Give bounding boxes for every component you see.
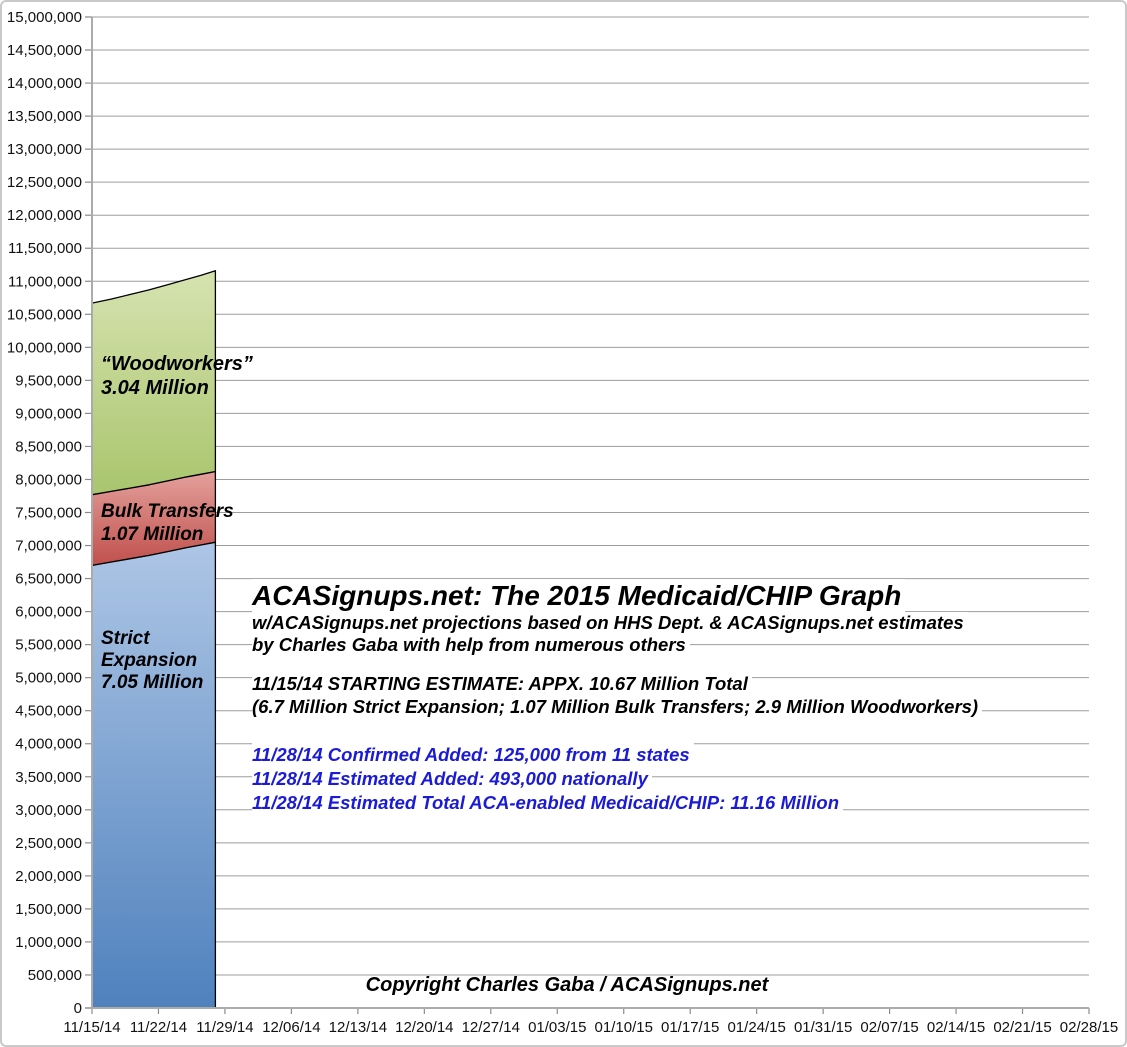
y-axis-tick-label: 500,000	[28, 967, 82, 984]
x-axis-tick-label: 01/10/15	[595, 1019, 653, 1036]
y-axis-tick-label: 14,500,000	[7, 42, 82, 59]
x-axis-tick-label: 01/17/15	[661, 1019, 719, 1036]
update-line-3: 11/28/14 Estimated Total ACA-enabled Med…	[252, 791, 844, 815]
y-axis-tick-label: 2,500,000	[15, 835, 82, 852]
x-axis-tick-label: 02/28/15	[1060, 1019, 1118, 1036]
x-axis-tick-label: 02/07/15	[860, 1019, 918, 1036]
area-label-woodworkers: “Woodworkers” 3.04 Million	[101, 352, 253, 400]
y-axis-tick-label: 7,000,000	[15, 538, 82, 555]
area-woodworkers	[91, 270, 217, 496]
x-axis-tick-label: 01/03/15	[528, 1019, 586, 1036]
chart-subtitle-1: w/ACASignups.net projections based on HH…	[252, 612, 968, 634]
y-axis-tick-label: 6,500,000	[15, 571, 82, 588]
y-axis-tick-label: 5,000,000	[15, 670, 82, 687]
x-axis-tick-label: 11/15/14	[63, 1019, 120, 1036]
starting-estimate-line-2: (6.7 Million Strict Expansion; 1.07 Mill…	[252, 695, 983, 718]
area-label-strict-expansion: Strict Expansion 7.05 Million	[101, 628, 203, 694]
y-axis-tick-label: 11,500,000	[8, 240, 82, 257]
starting-estimate-line-1: 11/15/14 STARTING ESTIMATE: APPX. 10.67 …	[252, 672, 752, 695]
x-axis-tick-label: 01/31/15	[794, 1019, 852, 1036]
y-axis-tick-label: 1,000,000	[15, 934, 82, 951]
y-axis-tick-label: 4,500,000	[15, 703, 82, 720]
x-axis-tick-label: 11/22/14	[130, 1019, 187, 1036]
title-block: ACASignups.net: The 2015 Medicaid/CHIP G…	[252, 579, 983, 815]
y-axis-tick-label: 14,000,000	[7, 75, 82, 92]
gridlines	[92, 16, 1089, 976]
area-label-bulk-name: Bulk Transfers	[101, 501, 234, 522]
area-label-bulk-transfers: Bulk Transfers 1.07 Million	[101, 500, 234, 546]
y-axis-tick-label: 9,500,000	[15, 372, 82, 389]
area-label-woodworkers-value: 3.04 Million	[101, 377, 209, 399]
y-axis-labels: 15,000,000 14,500,000 14,000,000 13,500,000…	[7, 9, 82, 1017]
y-axis-tick-label: 3,500,000	[15, 769, 82, 786]
stacked-areas	[91, 270, 217, 1009]
y-axis-tick-label: 12,500,000	[7, 174, 82, 191]
y-axis-tick-label: 4,000,000	[15, 736, 82, 753]
x-axis-tick-label: 12/06/14	[262, 1019, 320, 1036]
y-axis-tick-label: 6,000,000	[15, 604, 82, 621]
y-axis-tick-label: 9,000,000	[15, 405, 82, 422]
x-axis-tick-label: 12/13/14	[329, 1019, 387, 1036]
update-line-1: 11/28/14 Confirmed Added: 125,000 from 1…	[252, 743, 694, 767]
y-axis-tick-label: 1,500,000	[15, 901, 82, 918]
x-axis-tick-label: 12/20/14	[395, 1019, 453, 1036]
x-axis-tick-label: 12/27/14	[462, 1019, 520, 1036]
y-axis-tick-label: 2,000,000	[15, 868, 82, 885]
y-axis-tick-label: 5,500,000	[15, 637, 82, 654]
y-axis-tick-label: 3,000,000	[15, 802, 82, 819]
y-axis-tick-label: 11,000,000	[8, 273, 82, 290]
y-axis-tick-label: 12,000,000	[7, 207, 82, 224]
area-label-strict-line-2: Expansion	[101, 650, 198, 671]
y-axis-tick-label: 15,000,000	[7, 9, 82, 26]
y-axis-tick-label: 13,500,000	[7, 108, 82, 125]
y-axis-tick-label: 10,500,000	[7, 306, 82, 323]
update-line-2: 11/28/14 Estimated Added: 493,000 nation…	[252, 767, 652, 791]
y-axis-tick-label: 10,000,000	[7, 339, 82, 356]
area-label-bulk-value: 1.07 Million	[101, 524, 204, 545]
x-axis-labels: 11/15/14 11/22/14 11/29/14 12/06/14 12/13/14…	[63, 1019, 1118, 1036]
y-axis-tick-label: 8,000,000	[15, 471, 82, 488]
chart-title: ACASignups.net: The 2015 Medicaid/CHIP G…	[252, 579, 906, 612]
x-axis-tick-label: 02/21/15	[993, 1019, 1051, 1036]
area-label-strict-line-3: 7.05 Million	[101, 672, 204, 693]
axis-ticks	[85, 16, 1090, 1014]
x-axis-tick-label: 02/14/15	[927, 1019, 985, 1036]
axes	[85, 17, 1089, 1009]
x-axis-tick-label: 11/29/14	[196, 1019, 253, 1036]
area-label-strict-line-1: Strict	[101, 628, 150, 649]
chart-subtitle-2: by Charles Gaba with help from numerous …	[252, 634, 690, 656]
area-label-woodworkers-name: “Woodworkers”	[101, 353, 253, 375]
y-axis-tick-label: 8,500,000	[15, 438, 82, 455]
y-axis-tick-label: 13,000,000	[7, 141, 82, 158]
y-axis-tick-label: 0	[74, 1000, 82, 1017]
copyright-text: Copyright Charles Gaba / ACASignups.net	[365, 974, 769, 996]
x-axis-tick-label: 01/24/15	[727, 1019, 785, 1036]
area-strict-expansion	[91, 541, 217, 1009]
y-axis-tick-label: 7,500,000	[15, 505, 82, 522]
